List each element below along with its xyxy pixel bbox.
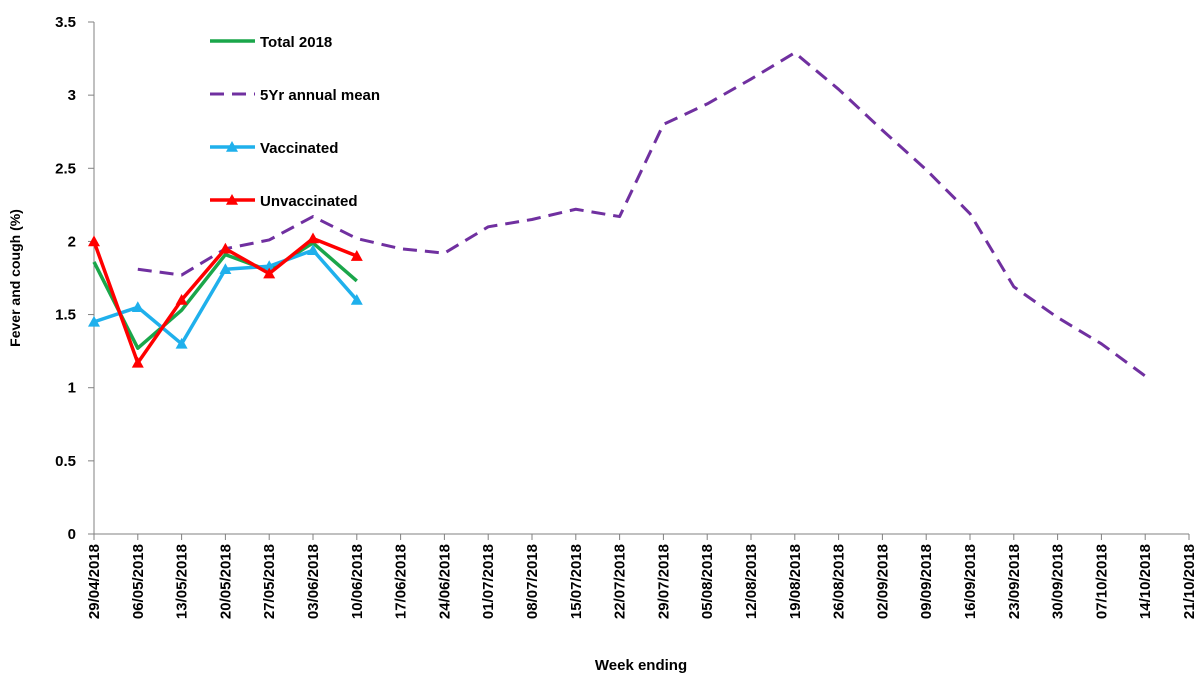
series-line: [137, 51, 1147, 378]
marker: [350, 293, 363, 305]
y-tick-label: 3: [68, 87, 76, 104]
x-tick-label: 15/07/2018: [568, 544, 585, 619]
marker: [88, 315, 100, 327]
x-tick-label: 08/07/2018: [524, 544, 541, 619]
x-tick-label: 09/09/2018: [918, 544, 935, 619]
legend-label: Vaccinated: [260, 140, 338, 157]
x-tick-label: 19/08/2018: [787, 544, 804, 619]
x-tick-label: 29/04/2018: [86, 544, 103, 619]
y-tick-label: 1: [68, 380, 76, 397]
y-tick-label: 0: [68, 526, 76, 543]
marker: [175, 293, 188, 305]
x-tick-label: 26/08/2018: [831, 544, 848, 619]
x-tick-label: 05/08/2018: [699, 544, 716, 619]
x-tick-label: 12/08/2018: [743, 544, 760, 619]
x-tick-label: 22/07/2018: [612, 544, 629, 619]
x-tick-label: 06/05/2018: [130, 544, 147, 619]
x-tick-label: 16/09/2018: [962, 544, 979, 619]
y-tick-label: 2.5: [55, 160, 76, 177]
y-tick-label: 3.5: [55, 14, 76, 31]
x-tick-label: 30/09/2018: [1050, 544, 1067, 619]
x-tick-label: 17/06/2018: [393, 544, 410, 619]
y-tick-label: 2: [68, 233, 76, 250]
marker: [175, 337, 188, 349]
marker: [263, 260, 276, 272]
legend-marker: [226, 194, 238, 205]
x-tick-label: 02/09/2018: [874, 544, 891, 619]
marker: [263, 267, 276, 279]
x-tick-label: 03/06/2018: [305, 544, 322, 619]
series-line: [92, 241, 358, 350]
marker: [307, 232, 319, 244]
x-axis-title: Week ending: [595, 657, 687, 674]
marker: [219, 242, 232, 254]
x-tick-label: 10/06/2018: [349, 544, 366, 619]
marker: [131, 301, 144, 313]
y-tick-label: 0.5: [55, 453, 76, 470]
y-tick-label: 1.5: [55, 307, 76, 324]
legend-marker: [226, 141, 238, 152]
x-tick-label: 24/06/2018: [436, 544, 453, 619]
legend-label: Total 2018: [260, 34, 332, 51]
x-tick-label: 14/10/2018: [1137, 544, 1154, 619]
y-axis-title: Fever and cough (%): [7, 209, 23, 347]
x-tick-label: 13/05/2018: [174, 544, 191, 619]
x-tick-label: 27/05/2018: [261, 544, 278, 619]
legend-label: Unvaccinated: [260, 193, 358, 210]
marker: [219, 263, 232, 275]
x-tick-label: 07/10/2018: [1093, 544, 1110, 619]
marker: [131, 356, 144, 368]
x-tick-label: 20/05/2018: [217, 544, 234, 619]
x-tick-label: 29/07/2018: [655, 544, 672, 619]
marker: [307, 244, 319, 256]
legend-label: 5Yr annual mean: [260, 87, 380, 104]
x-tick-label: 23/09/2018: [1006, 544, 1023, 619]
x-tick-label: 01/07/2018: [480, 544, 497, 619]
marker: [350, 250, 363, 261]
marker: [88, 235, 100, 247]
x-tick-label: 21/10/2018: [1181, 544, 1198, 619]
